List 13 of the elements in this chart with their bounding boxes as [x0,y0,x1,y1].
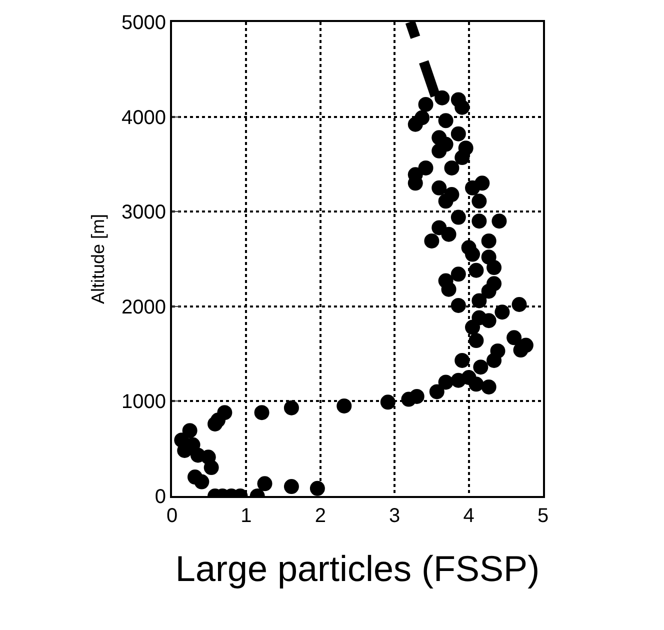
y-axis-title: Altitude [m] [88,214,108,304]
y-tick-label: 1000 [122,391,166,414]
x-tick-label: 3 [389,505,400,527]
x-tick-label: 1 [240,505,252,527]
x-tick-label: 5 [537,505,549,527]
x-tick-label: 2 [314,505,326,527]
x-tick-label: 4 [463,505,474,527]
y-tick-label: 5000 [122,12,166,34]
y-tick-label: 2000 [122,296,166,318]
y-tick-label: 3000 [122,202,166,224]
y-tick-label: 4000 [122,106,166,129]
y-tick-label: 0 [154,486,166,508]
x-axis-title: Large particles (FSSP) [175,548,540,590]
